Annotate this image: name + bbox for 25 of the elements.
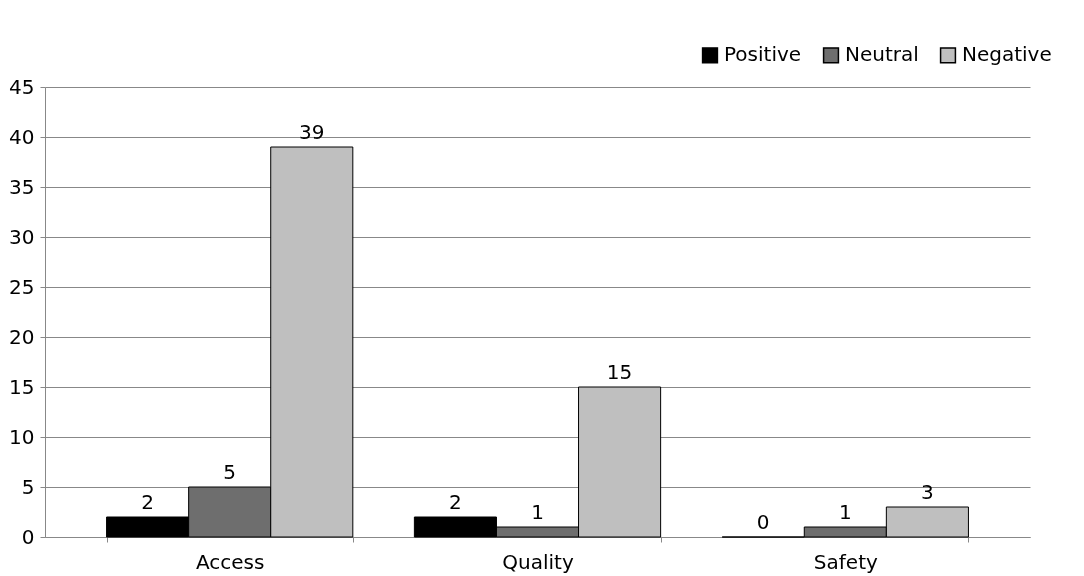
y-tick-label: 10 [9,424,35,449]
data-label: 15 [606,360,633,384]
data-label: 5 [223,460,237,484]
y-tick-label: 20 [9,324,35,349]
x-tick-label: Access [195,549,265,574]
legend-label: Positive [724,42,802,67]
data-label: 2 [449,490,462,514]
y-tick-label: 35 [9,174,35,199]
legend-label: Negative [962,42,1052,67]
data-label: 1 [531,500,544,524]
data-label: 2 [141,490,154,514]
y-tick-label: 45 [9,74,35,99]
y-tick-label: 40 [9,124,35,149]
y-tick-label: 30 [9,224,35,249]
y-tick-label: 25 [9,274,35,299]
y-tick-label: 0 [21,524,35,549]
data-label: 0 [756,510,770,534]
x-tick-label: Safety [813,549,878,574]
y-tick-label: 5 [21,474,35,499]
data-label: 1 [838,500,852,524]
data-label: 39 [299,120,325,144]
data-label: 3 [921,480,934,504]
y-tick-label: 15 [9,374,35,399]
legend-label: Neutral [845,42,919,67]
x-tick-label: Quality [502,549,574,574]
